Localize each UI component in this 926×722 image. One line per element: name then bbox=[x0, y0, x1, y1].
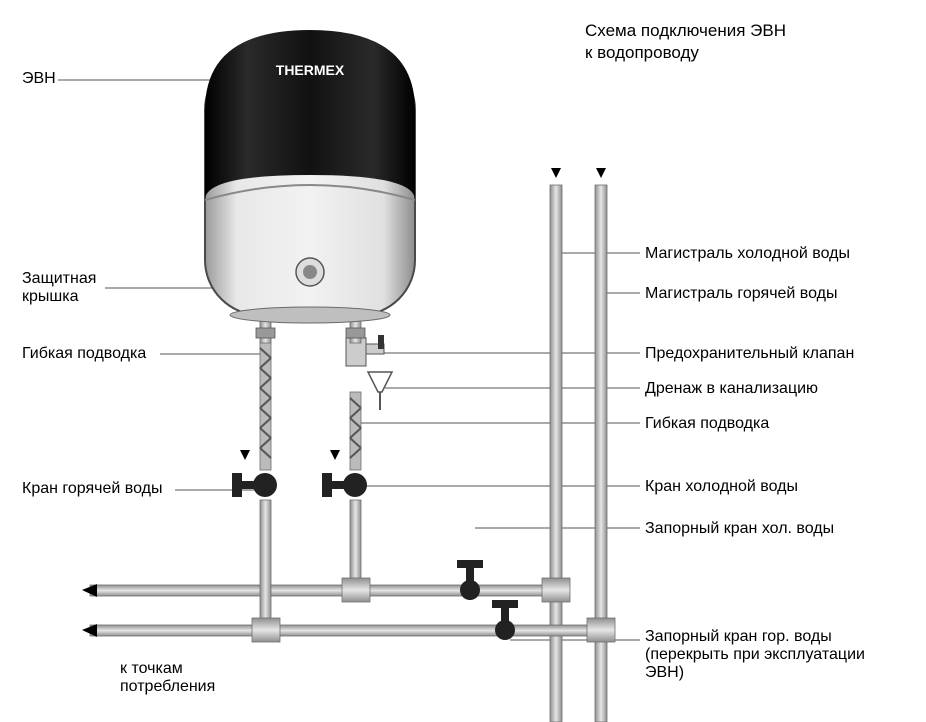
arrow-cold-down bbox=[551, 168, 561, 178]
tee-cold-main bbox=[542, 578, 570, 602]
arrow-hot-down bbox=[596, 168, 606, 178]
shutoff-cold-valve bbox=[457, 560, 483, 600]
heater-brand: THERMEX bbox=[276, 62, 345, 78]
horiz-hot bbox=[90, 625, 610, 636]
riser-hot bbox=[260, 500, 271, 635]
drain-funnel bbox=[368, 372, 392, 410]
arrow-out-1 bbox=[82, 584, 97, 597]
cold-tap-valve bbox=[322, 473, 367, 497]
arrow-out-2 bbox=[82, 624, 97, 637]
flex-cold bbox=[350, 392, 361, 470]
tee-hot-main bbox=[587, 618, 615, 642]
hot-tap-valve bbox=[232, 473, 277, 497]
horiz-cold bbox=[90, 585, 565, 596]
flex-hot bbox=[260, 340, 271, 470]
cold-main-pipe bbox=[550, 185, 562, 722]
shutoff-hot-valve bbox=[492, 600, 518, 640]
tee-cold-riser bbox=[342, 578, 370, 602]
tee-hot-riser bbox=[252, 618, 280, 642]
arrow-cold-down bbox=[330, 450, 340, 460]
arrow-hot-down bbox=[240, 450, 250, 460]
plumbing-diagram: THERMEX bbox=[0, 0, 926, 722]
water-heater: THERMEX bbox=[205, 30, 415, 323]
